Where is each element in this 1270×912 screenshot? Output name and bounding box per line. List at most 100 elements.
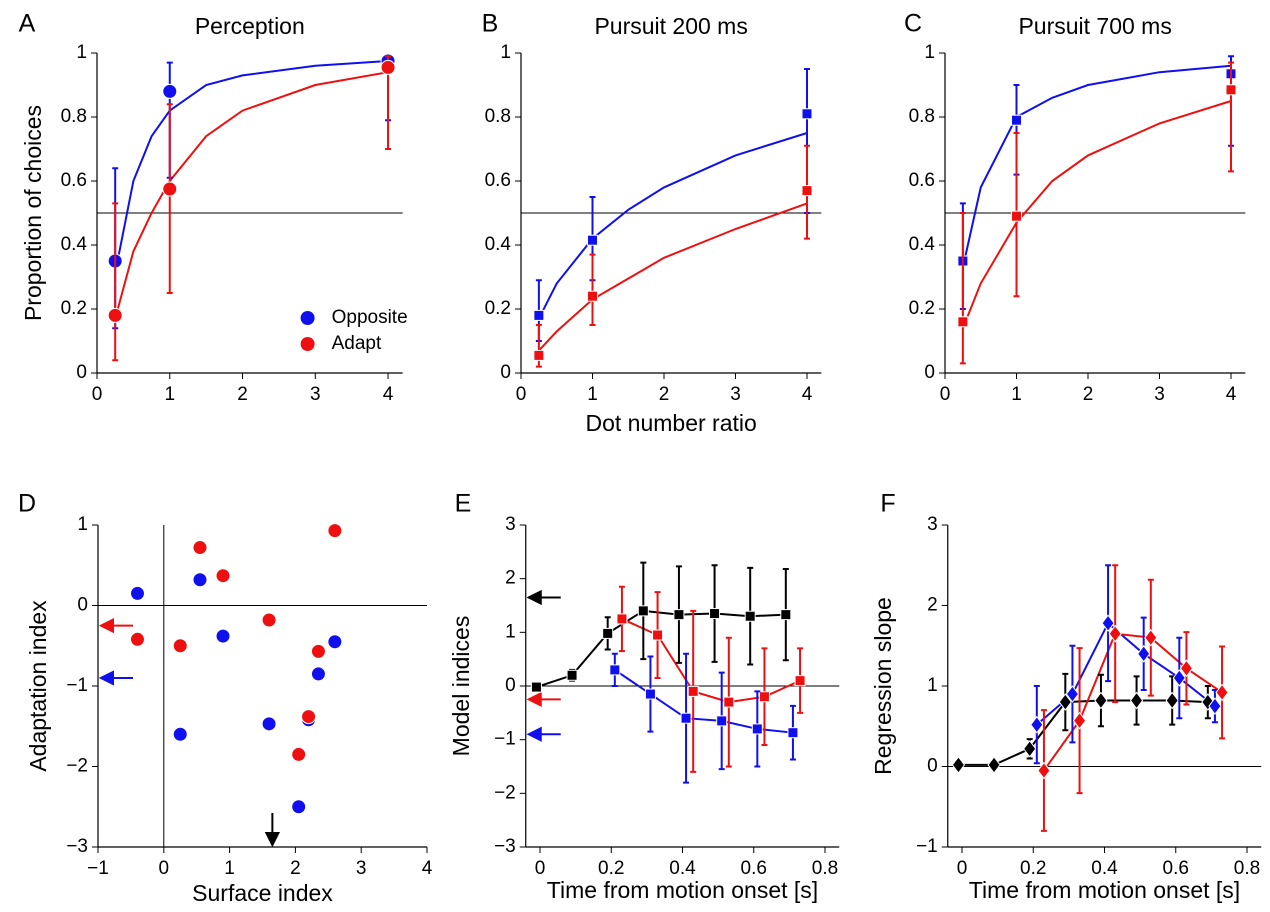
- panel-letter: F: [880, 490, 895, 518]
- point: [758, 691, 770, 703]
- point: [129, 631, 145, 647]
- x-tick-label: 3: [1154, 384, 1165, 405]
- legend-label: Adapt: [332, 333, 382, 354]
- y-tick-label: 0.2: [485, 298, 511, 319]
- x-tick-label: 0: [516, 384, 527, 405]
- y-tick-label: 0.4: [485, 234, 512, 255]
- x-tick-label: 2: [1083, 384, 1094, 405]
- x-tick-label: 0.6: [741, 858, 767, 879]
- point: [301, 709, 317, 725]
- panel-letter: D: [18, 490, 36, 518]
- point: [751, 723, 763, 735]
- point: [261, 716, 277, 732]
- legend-marker: [300, 337, 315, 351]
- y-tick-label: 1: [500, 42, 511, 63]
- point: [1037, 761, 1051, 780]
- y-tick-label: 1: [924, 42, 935, 63]
- point: [310, 666, 326, 682]
- y-tick-label: 1: [77, 514, 88, 535]
- y-tick-label: 0: [500, 362, 511, 383]
- point: [609, 664, 621, 676]
- point: [587, 234, 598, 246]
- x-axis-label: Dot number ratio: [585, 410, 756, 436]
- point: [1094, 691, 1108, 710]
- point: [987, 756, 1001, 774]
- point: [1225, 84, 1237, 96]
- series-line: [1043, 632, 1223, 772]
- point: [1011, 114, 1022, 126]
- point: [637, 605, 649, 617]
- x-tick-label: 0: [535, 858, 546, 879]
- fit-curve: [117, 60, 389, 255]
- point: [1129, 691, 1144, 710]
- y-tick-label: 0.6: [909, 170, 935, 191]
- x-tick-label: −1: [87, 858, 109, 879]
- point: [530, 681, 542, 693]
- point: [1101, 614, 1115, 633]
- panel-letter: E: [455, 490, 472, 518]
- x-tick-label: 2: [237, 384, 248, 405]
- y-tick-label: 1: [927, 675, 938, 696]
- point: [616, 613, 628, 625]
- point: [1072, 711, 1087, 730]
- fit-curve: [537, 132, 808, 320]
- panel-letter: A: [19, 10, 36, 38]
- point: [801, 185, 813, 197]
- x-tick-label: 3: [310, 384, 321, 405]
- point: [1011, 210, 1022, 222]
- point: [1065, 685, 1080, 703]
- point: [687, 685, 699, 697]
- x-axis-label: Surface index: [192, 880, 333, 906]
- x-tick-label: 3: [730, 384, 741, 405]
- panel-title: Pursuit 700 ms: [1018, 13, 1171, 39]
- point: [327, 523, 343, 539]
- y-axis-label: Proportion of choices: [20, 105, 46, 321]
- x-tick-label: 0: [957, 858, 968, 879]
- fit-curve: [961, 64, 1232, 268]
- x-tick-label: 0: [940, 384, 951, 405]
- fit-curve: [961, 100, 1232, 329]
- panel-title: Pursuit 200 ms: [594, 13, 747, 39]
- point: [566, 669, 578, 681]
- x-tick-label: 1: [587, 384, 598, 405]
- x-tick-label: 4: [383, 384, 394, 405]
- x-tick-label: 1: [1011, 384, 1022, 405]
- series-line: [621, 618, 801, 704]
- point: [172, 638, 188, 654]
- x-tick-label: 4: [802, 384, 813, 405]
- y-tick-label: 2: [927, 595, 938, 616]
- y-tick-label: 0.4: [61, 234, 88, 255]
- y-tick-label: 3: [927, 514, 938, 535]
- x-tick-label: 1: [224, 858, 235, 879]
- point: [787, 727, 799, 739]
- point: [1058, 693, 1072, 711]
- point: [1172, 669, 1186, 687]
- y-tick-label: −1: [916, 836, 938, 857]
- y-tick-label: 0: [77, 595, 88, 616]
- point: [327, 634, 343, 650]
- x-tick-label: 0.6: [1163, 858, 1189, 879]
- x-axis-label: Time from motion onset [s]: [969, 877, 1240, 903]
- error-bar: [112, 202, 119, 362]
- point: [673, 609, 685, 621]
- y-tick-label: 1: [505, 621, 516, 642]
- fit-curve: [538, 202, 808, 352]
- series-line: [614, 669, 794, 734]
- y-tick-label: 0.6: [485, 170, 511, 191]
- x-tick-label: 0: [159, 858, 170, 879]
- point: [680, 712, 692, 724]
- point: [291, 746, 307, 762]
- point: [1108, 624, 1122, 643]
- x-tick-label: 0.2: [1020, 858, 1046, 879]
- x-tick-label: 0.4: [1091, 858, 1118, 879]
- point: [1144, 628, 1158, 647]
- y-tick-label: 0.8: [485, 106, 511, 127]
- series-line: [536, 609, 786, 689]
- point: [1030, 715, 1044, 734]
- y-tick-label: 0: [505, 675, 516, 696]
- y-tick-label: 3: [505, 514, 516, 535]
- arrow: [98, 670, 133, 686]
- arrow: [264, 813, 280, 848]
- point: [744, 610, 756, 622]
- x-tick-label: 0.8: [1234, 858, 1260, 879]
